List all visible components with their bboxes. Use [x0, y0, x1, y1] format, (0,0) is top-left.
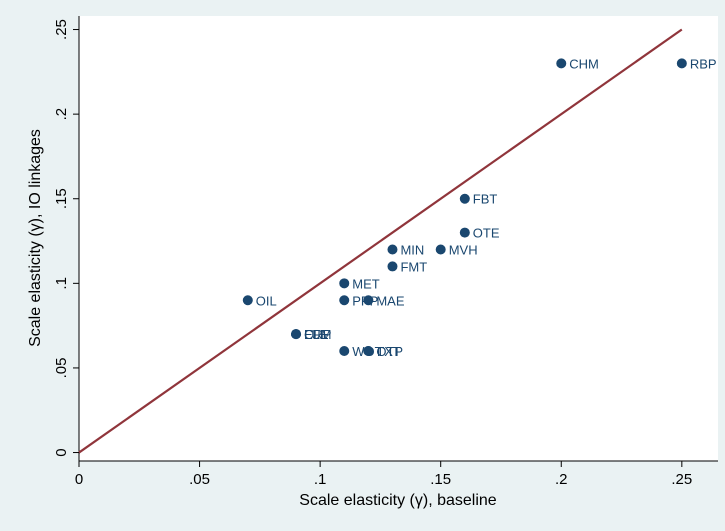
x-tick-label: .25	[671, 471, 692, 488]
point-label: CRP	[304, 327, 331, 342]
points-group: CHMRBPFBTOTEMINMVHFMTMETOILPPPMAECRPELEL…	[242, 56, 717, 359]
data-point	[339, 295, 350, 306]
x-tick-label: .05	[189, 471, 210, 488]
plot-area	[79, 16, 718, 461]
point-label: MIN	[400, 242, 424, 257]
x-tick-label: .1	[314, 471, 327, 488]
reference-line	[78, 28, 683, 454]
ticks-group: 0 .05 .1 .15 .2 .25 0 .05 .1 .15 .2 .25	[53, 19, 692, 488]
x-tick-label: .2	[555, 471, 568, 488]
x-tick-label: .15	[430, 471, 451, 488]
point-label: OTE	[473, 226, 500, 241]
x-axis-title: Scale elasticity (γ), baseline	[299, 492, 497, 509]
data-point	[363, 346, 374, 357]
point-label: RBP	[690, 56, 717, 71]
point-label: MAE	[376, 293, 405, 308]
point-label: MET	[352, 276, 380, 291]
data-point	[242, 295, 253, 306]
data-point	[387, 261, 398, 272]
point-label: LUM	[304, 327, 331, 342]
point-label: ELE	[304, 327, 329, 342]
x-tick-label: 0	[75, 471, 83, 488]
reference-line-group	[78, 28, 683, 454]
data-point	[435, 244, 446, 255]
point-label: FBT	[473, 192, 498, 207]
point-label: OIL	[256, 293, 277, 308]
point-label: OTP	[376, 344, 403, 359]
data-point	[459, 227, 470, 238]
point-label: TXT	[376, 344, 401, 359]
data-point	[339, 278, 350, 289]
y-tick-label: .1	[53, 277, 70, 290]
data-point	[387, 244, 398, 255]
y-tick-label: .15	[53, 188, 70, 209]
y-tick-label: .25	[53, 19, 70, 40]
point-label: FMT	[400, 259, 427, 274]
data-point	[339, 346, 350, 357]
data-point	[291, 329, 302, 340]
data-point	[676, 58, 687, 69]
data-point	[556, 58, 567, 69]
point-label: MVH	[449, 242, 478, 257]
y-tick-label: 0	[53, 448, 70, 456]
y-axis-title: Scale elasticity (γ), IO linkages	[27, 129, 44, 347]
y-tick-label: .05	[53, 358, 70, 379]
y-tick-label: .2	[53, 108, 70, 121]
data-point	[459, 193, 470, 204]
point-label: CHM	[569, 56, 599, 71]
data-point	[363, 295, 374, 306]
